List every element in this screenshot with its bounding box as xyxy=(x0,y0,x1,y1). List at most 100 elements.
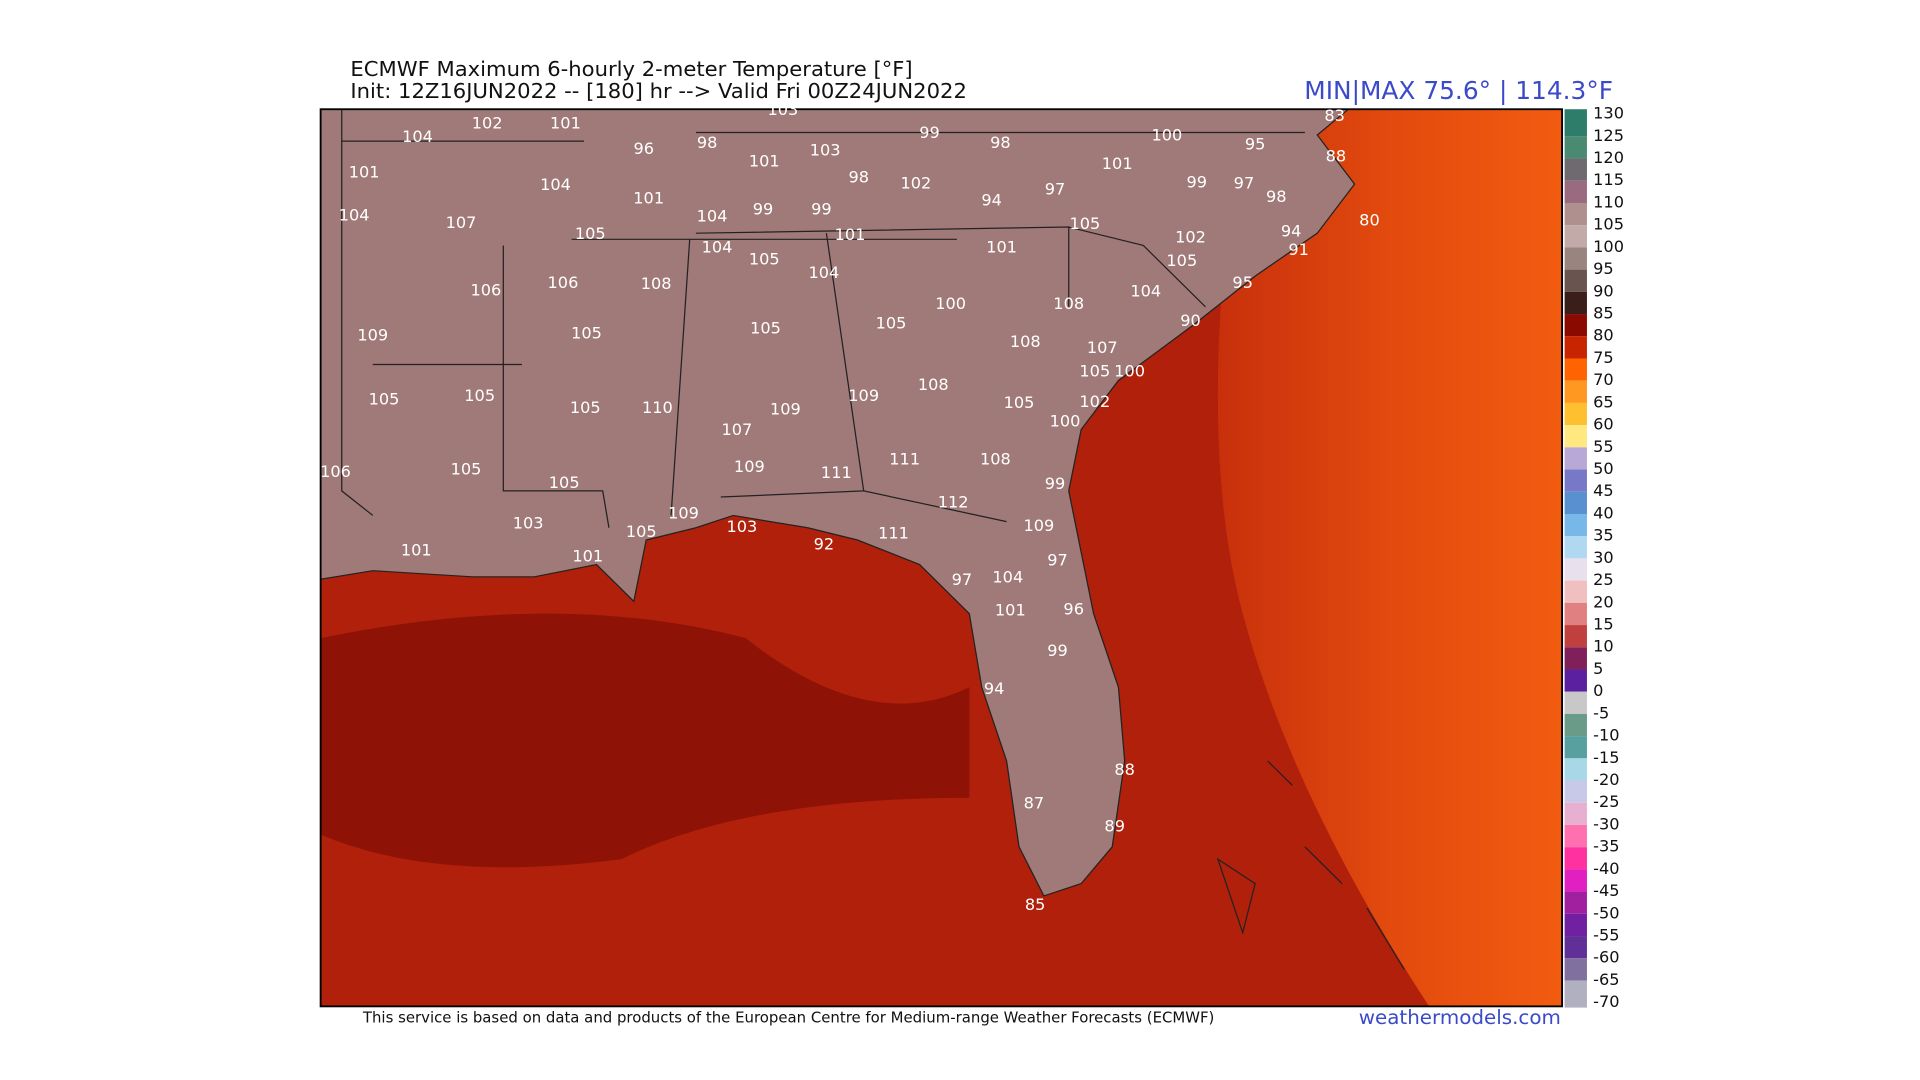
colorbar-label: 100 xyxy=(1593,237,1624,256)
station-temp: 105 xyxy=(570,398,601,417)
station-temp: 101 xyxy=(572,547,603,566)
station-temp: 109 xyxy=(1023,516,1054,535)
station-temp: 107 xyxy=(446,213,477,232)
colorbar-band xyxy=(1564,136,1587,159)
station-temp: 104 xyxy=(339,206,370,225)
station-temp: 101 xyxy=(835,225,866,244)
station-temp: 98 xyxy=(848,168,869,187)
colorbar-label: -55 xyxy=(1593,926,1619,945)
station-temp: 112 xyxy=(938,493,969,512)
station-temp: 108 xyxy=(1053,294,1084,313)
station-temp: 97 xyxy=(1234,174,1255,193)
colorbar-label: 40 xyxy=(1593,504,1614,523)
colorbar-band xyxy=(1564,802,1587,825)
colorbar-label: -50 xyxy=(1593,903,1619,922)
station-temp: 99 xyxy=(1045,474,1066,493)
station-temp: 107 xyxy=(722,420,753,439)
colorbar-band xyxy=(1564,109,1587,137)
station-temp: 104 xyxy=(697,207,728,226)
colorbar-label: -15 xyxy=(1593,748,1619,767)
brand: weathermodels.com xyxy=(1359,1006,1561,1029)
colorbar-band xyxy=(1564,936,1587,959)
colorbar-label: -5 xyxy=(1593,703,1609,722)
colorbar-label: 115 xyxy=(1593,170,1624,189)
station-temp: 90 xyxy=(1180,311,1201,330)
colorbar-band xyxy=(1564,558,1587,581)
colorbar-band xyxy=(1564,491,1587,514)
station-temp: 101 xyxy=(401,541,432,560)
colorbar-band xyxy=(1564,647,1587,670)
colorbar-band xyxy=(1564,202,1587,226)
colorbar-band xyxy=(1564,736,1587,759)
station-temp: 104 xyxy=(809,263,840,282)
colorbar-band xyxy=(1564,758,1587,781)
station-temp: 109 xyxy=(668,504,699,523)
colorbar-band xyxy=(1564,980,1587,1008)
station-temp: 88 xyxy=(1326,147,1347,166)
colorbar-label: 5 xyxy=(1593,659,1603,678)
colorbar-band xyxy=(1564,358,1587,381)
station-temp: 89 xyxy=(1104,817,1125,836)
colorbar-band xyxy=(1564,402,1587,426)
colorbar-label: 50 xyxy=(1593,459,1614,478)
station-temp: 98 xyxy=(990,133,1011,152)
colorbar-label: 90 xyxy=(1593,281,1614,300)
station-temp: 105 xyxy=(464,386,495,405)
colorbar-band xyxy=(1564,425,1587,448)
colorbar-label: 60 xyxy=(1593,415,1614,434)
station-temp: 100 xyxy=(1050,412,1081,431)
colorbar-label: -35 xyxy=(1593,837,1619,856)
colorbar-band xyxy=(1564,380,1587,403)
station-temp: 87 xyxy=(1024,793,1045,812)
colorbar: 1301251201151101051009590858075706560555… xyxy=(1564,104,1624,1011)
colorbar-band xyxy=(1564,336,1587,359)
station-temp: 99 xyxy=(919,123,940,142)
colorbar-label: -60 xyxy=(1593,948,1619,967)
station-temp: 99 xyxy=(1047,641,1068,660)
station-temp: 80 xyxy=(1359,210,1380,229)
station-temp: 104 xyxy=(992,568,1023,587)
station-temp: 110 xyxy=(642,398,673,417)
colorbar-band xyxy=(1564,625,1587,648)
station-temp: 106 xyxy=(548,273,579,292)
colorbar-label: 45 xyxy=(1593,481,1614,500)
colorbar-band xyxy=(1564,447,1587,470)
colorbar-band xyxy=(1564,314,1587,337)
colorbar-label: 0 xyxy=(1593,681,1603,700)
station-temp: 111 xyxy=(889,450,920,469)
station-temp: 105 xyxy=(1069,214,1100,233)
station-temp: 94 xyxy=(981,191,1002,210)
colorbar-band xyxy=(1564,269,1587,292)
station-temp: 96 xyxy=(633,139,654,158)
station-temp: 104 xyxy=(402,127,433,146)
station-temp: 107 xyxy=(1087,338,1118,357)
islands xyxy=(1216,760,1405,970)
colorbar-label: -20 xyxy=(1593,770,1619,789)
colorbar-label: 15 xyxy=(1593,615,1614,634)
min-max: MIN|MAX 75.6° | 114.3°F xyxy=(1304,76,1613,105)
colorbar-band xyxy=(1564,513,1587,537)
station-temp: 105 xyxy=(750,318,781,337)
colorbar-label: -40 xyxy=(1593,859,1619,878)
colorbar-label: -25 xyxy=(1593,792,1619,811)
station-temp: 105 xyxy=(1004,393,1035,412)
station-temp: 105 xyxy=(571,323,602,342)
gulf-deep xyxy=(320,613,970,868)
station-temp: 95 xyxy=(1245,134,1266,153)
colorbar-label: 95 xyxy=(1593,259,1614,278)
station-temp: 105 xyxy=(876,314,907,333)
station-temp: 101 xyxy=(1102,154,1133,173)
station-temp: 102 xyxy=(900,174,931,193)
station-temp: 106 xyxy=(470,280,501,299)
colorbar-label: 70 xyxy=(1593,370,1614,389)
colorbar-label: 65 xyxy=(1593,392,1614,411)
station-temp: 105 xyxy=(626,522,657,541)
colorbar-band xyxy=(1564,869,1587,892)
colorbar-band xyxy=(1564,713,1587,737)
footer: This service is based on data and produc… xyxy=(362,1010,1215,1027)
colorbar-band xyxy=(1564,913,1587,937)
station-temp: 99 xyxy=(1186,172,1207,191)
station-temp: 102 xyxy=(1175,228,1206,247)
station-temp: 102 xyxy=(472,114,503,133)
